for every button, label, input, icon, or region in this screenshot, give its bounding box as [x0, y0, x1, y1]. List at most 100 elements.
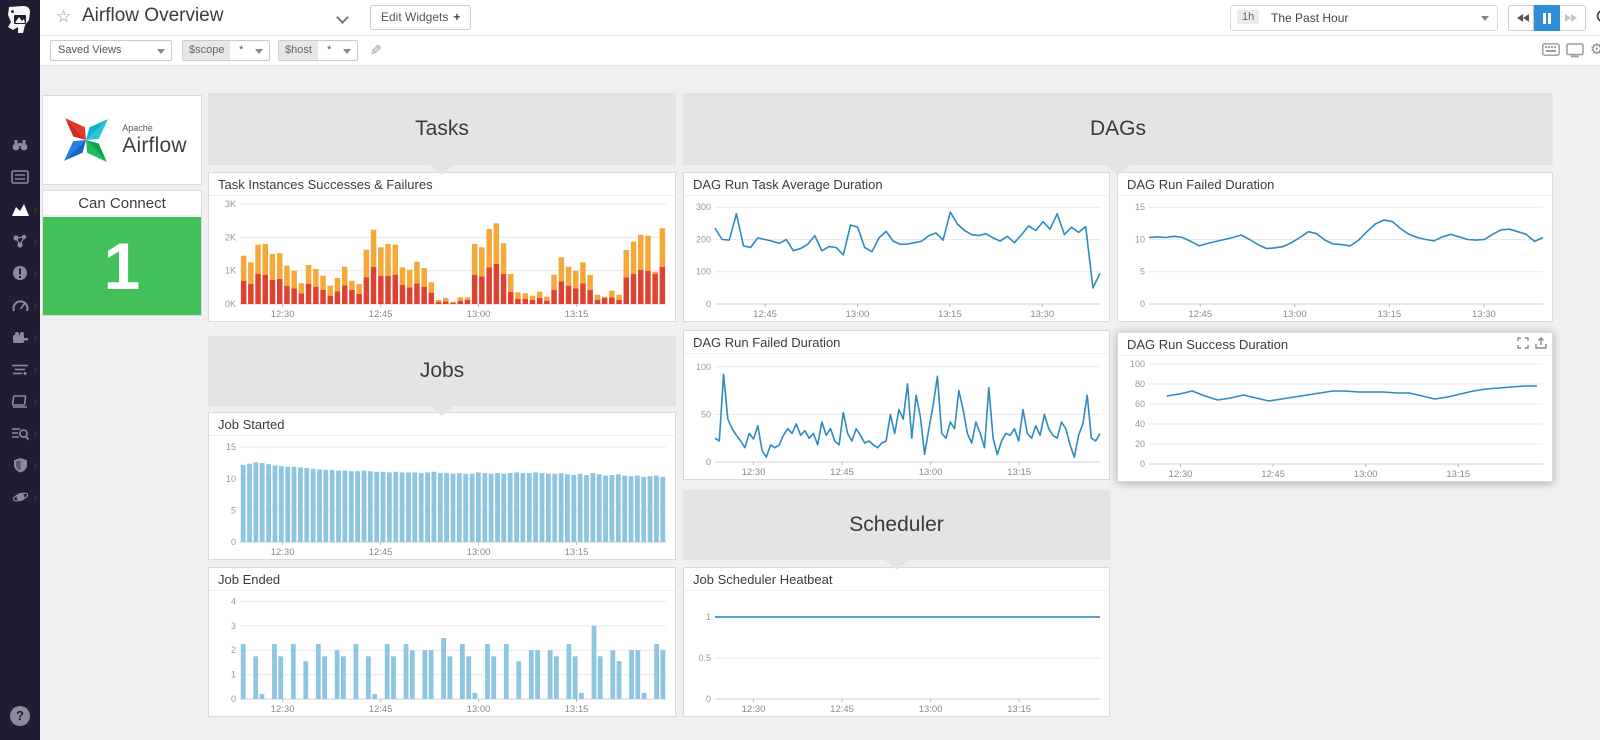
airflow-logo-widget: Apache Airflow [42, 95, 202, 185]
nav-infrastructure[interactable]: › [0, 226, 40, 256]
airflow-pinwheel-logo [64, 117, 109, 163]
svg-text:5: 5 [1140, 267, 1145, 277]
nav-metrics[interactable]: › [0, 290, 40, 320]
can-connect-widget[interactable]: Can Connect 1 [42, 190, 202, 316]
svg-text:1: 1 [231, 670, 236, 680]
events-list-icon [11, 170, 29, 184]
chevron-down-icon [255, 49, 263, 58]
job-ended-chart[interactable]: 0 1 2 3 4 12:30 12:45 13:00 13:15 [210, 592, 674, 715]
apm-traces-icon [12, 364, 28, 375]
svg-text:12:45: 12:45 [830, 467, 854, 478]
template-variable-scope[interactable]: $scope * [182, 40, 270, 61]
widget-title: DAG Run Success Duration [1118, 333, 1552, 356]
forward-button[interactable] [1560, 5, 1586, 31]
nav-notebooks[interactable]: › [0, 386, 40, 416]
nav-security[interactable]: › [0, 450, 40, 480]
svg-text:13:15: 13:15 [1007, 467, 1031, 478]
svg-text:5: 5 [231, 505, 236, 515]
template-variable-host[interactable]: $host * [278, 40, 358, 61]
chevron-right-icon: › [34, 460, 37, 470]
nav-logs[interactable]: › [0, 418, 40, 448]
metrics-gauge-icon [12, 299, 28, 311]
notebooks-icon [11, 395, 27, 408]
export-icon[interactable] [1535, 337, 1547, 349]
expand-icon[interactable] [1517, 337, 1529, 349]
svg-text:13:00: 13:00 [467, 309, 491, 320]
dag-failed-duration-chart[interactable]: 0 5 10 15 12:45 13:00 13:15 13:30 [1119, 197, 1551, 320]
chevron-right-icon: › [34, 492, 37, 502]
svg-text:300: 300 [696, 202, 711, 212]
svg-text:0.5: 0.5 [698, 653, 711, 663]
pause-icon [1542, 12, 1551, 24]
nav-integrations[interactable]: › [0, 322, 40, 352]
svg-text:0K: 0K [225, 299, 236, 309]
nav-events[interactable] [0, 162, 40, 192]
svg-text:12:45: 12:45 [753, 309, 777, 320]
svg-text:15: 15 [226, 442, 236, 452]
svg-text:60: 60 [1135, 399, 1145, 409]
nav-dashboards-active[interactable]: › [0, 194, 40, 224]
chevron-down-icon [343, 49, 351, 58]
pause-button[interactable] [1534, 5, 1560, 31]
svg-text:13:00: 13:00 [467, 704, 491, 715]
svg-text:13:15: 13:15 [565, 547, 589, 558]
section-banner-tasks: Tasks [208, 93, 676, 175]
edit-widgets-button[interactable]: Edit Widgets + [370, 5, 472, 30]
svg-text:3: 3 [231, 621, 236, 631]
nav-synthetics[interactable]: › [0, 482, 40, 512]
logs-search-icon [12, 427, 29, 440]
chevron-down-icon [157, 49, 165, 58]
svg-text:1: 1 [706, 612, 711, 622]
keyboard-shortcuts-icon[interactable] [1542, 43, 1560, 56]
svg-text:200: 200 [696, 234, 711, 244]
widget-title: DAG Run Failed Duration [1118, 173, 1552, 196]
svg-text:0: 0 [1140, 459, 1145, 469]
dag-avg-duration-chart[interactable]: 0 100 200 300 12:45 13:00 13:15 13:30 [685, 197, 1108, 320]
nav-monitors[interactable]: › [0, 258, 40, 288]
rewind-button[interactable] [1508, 5, 1534, 31]
time-range-picker[interactable]: 1h The Past Hour [1230, 5, 1498, 31]
tv-mode-icon[interactable] [1566, 43, 1584, 58]
saved-views-select[interactable]: Saved Views [50, 40, 172, 61]
job-started-chart[interactable]: 0 5 10 15 12:30 12:45 13:00 13:15 [210, 437, 674, 558]
chevron-right-icon: › [34, 364, 37, 374]
svg-text:13:15: 13:15 [1377, 309, 1401, 320]
widget-job-ended: Job Ended 0 1 2 3 4 12:30 12:45 13:00 13:15 [208, 567, 676, 717]
svg-text:1K: 1K [225, 266, 236, 276]
airflow-logo-airflow-text: Airflow [122, 133, 187, 157]
time-range-label: The Past Hour [1271, 11, 1349, 25]
svg-text:12:45: 12:45 [369, 704, 393, 715]
nav-apm[interactable]: › [0, 354, 40, 384]
datadog-logo[interactable] [3, 3, 37, 37]
scheduler-heatbeat-chart[interactable]: 0 0.5 1 12:30 12:45 13:00 13:15 [685, 592, 1108, 715]
widget-dag-failed-duration-top: DAG Run Failed Duration 0 5 10 15 12:45 13:00… [1117, 172, 1553, 322]
dashboards-chart-icon [11, 203, 29, 216]
monitors-alert-icon [13, 266, 27, 280]
title-chevron-down-icon[interactable] [336, 11, 349, 24]
gear-icon[interactable]: ⚙ [1590, 41, 1600, 58]
svg-text:100: 100 [696, 267, 711, 277]
nav-watchdog[interactable] [0, 130, 40, 160]
svg-text:13:00: 13:00 [846, 309, 870, 320]
widget-title: Job Ended [209, 568, 675, 591]
widget-title: Job Started [209, 413, 675, 436]
help-icon[interactable]: ? [10, 706, 30, 726]
search-icon[interactable] [1595, 8, 1600, 26]
edit-pencil-icon[interactable]: ✎ [370, 42, 382, 58]
svg-text:3K: 3K [225, 199, 236, 209]
widget-title: Task Instances Successes & Failures [209, 173, 675, 196]
svg-text:10: 10 [1135, 234, 1145, 244]
dag-success-duration-chart[interactable]: 0 20 40 60 80 100 12:30 12:45 13:00 13:15 [1119, 357, 1551, 480]
star-icon[interactable]: ☆ [56, 7, 72, 26]
svg-text:100: 100 [1130, 359, 1145, 369]
svg-text:13:00: 13:00 [919, 467, 943, 478]
time-range-badge: 1h [1237, 10, 1260, 24]
svg-text:13:30: 13:30 [1472, 309, 1496, 320]
task-instances-chart[interactable]: 0K 1K 2K 3K 12:30 12:45 13:00 13:15 [210, 197, 674, 320]
widget-title: DAG Run Failed Duration [684, 331, 1109, 354]
dag-failed-duration-chart-2[interactable]: 0 50 100 12:30 12:45 13:00 13:15 [685, 355, 1108, 478]
svg-text:12:30: 12:30 [1169, 469, 1193, 480]
binoculars-icon [12, 140, 28, 151]
infrastructure-icon [13, 234, 27, 248]
svg-text:13:15: 13:15 [565, 704, 589, 715]
